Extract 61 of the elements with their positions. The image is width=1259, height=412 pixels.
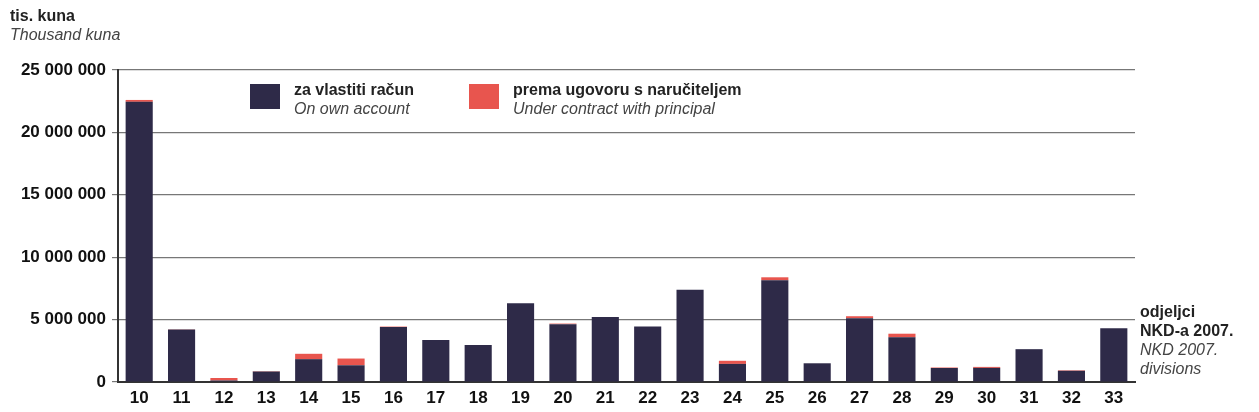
bar [125,101,153,382]
bar [252,371,280,382]
y-tick-label: 15 000 000 [20,184,106,204]
x-tick-label: 32 [1061,387,1081,407]
bar [803,363,831,382]
bar [846,318,874,382]
x-tick-label: 11 [172,387,191,407]
bar [634,326,662,382]
bar [718,360,746,364]
bar [761,280,789,382]
legend-label: za vlastiti račun On own account [294,80,415,118]
y-tick-label: 0 [96,371,106,391]
bar [168,329,196,382]
x-tick-label: 15 [341,387,361,407]
bar [464,345,492,382]
x-tick-label: 17 [426,387,446,407]
bar [379,327,407,382]
x-tick-label: 30 [977,387,997,407]
y-tick-label: 5 000 000 [30,309,106,329]
bar [337,365,365,382]
x-tick-label: 20 [553,387,573,407]
bar [591,317,619,382]
bar [888,337,916,382]
x-tick-label: 19 [511,387,531,407]
x-tick-label: 24 [722,387,743,407]
x-tick-label: 33 [1104,387,1124,407]
x-tick-label: 12 [214,387,234,407]
bar [1057,370,1085,382]
bar [295,359,323,382]
x-tick-label: 14 [299,387,319,407]
x-tick-label: 18 [468,387,488,407]
bar [1015,349,1043,382]
bar [676,289,704,382]
x-tick-label: 23 [680,387,700,407]
bar [973,367,1001,382]
y-tick-label: 20 000 000 [20,122,106,142]
bar [507,303,535,382]
bar [1100,328,1128,382]
bar [295,353,323,360]
x-tick-label: 27 [850,387,870,407]
y-tick-label: 25 000 000 [20,59,106,79]
bar [718,363,746,382]
y-axis-title: tis. kuna Thousand kuna [10,6,121,44]
bar [549,324,577,382]
x-tick-label: 25 [765,387,785,407]
bar [761,277,789,281]
bar [846,316,874,319]
x-tick-label: 22 [638,387,658,407]
bar [422,340,450,382]
x-tick-label: 26 [807,387,827,407]
x-tick-label: 16 [383,387,403,407]
x-axis-title: odjeljci NKD-a 2007. NKD 2007. divisions [1140,302,1234,378]
y-tick-label: 10 000 000 [20,246,106,266]
x-tick-label: 31 [1019,387,1039,407]
x-tick-label: 10 [129,387,149,407]
legend-label: prema ugovoru s naručiteljem Under contract with principal [513,80,742,118]
bar [930,368,958,382]
x-tick-label: 29 [934,387,954,407]
x-tick-label: 21 [595,387,615,407]
x-tick-label: 28 [892,387,912,407]
x-tick-label: 13 [256,387,276,407]
